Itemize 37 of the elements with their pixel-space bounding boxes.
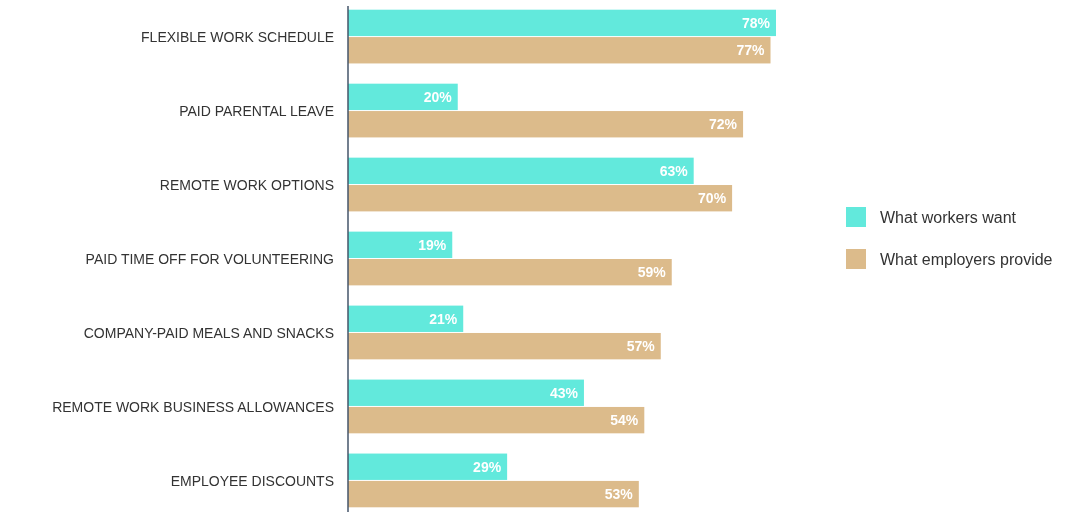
y-tick-label: EMPLOYEE DISCOUNTS: [170, 472, 334, 489]
bar: [348, 379, 584, 406]
bar: [348, 406, 645, 434]
y-tick-label: PAID TIME OFF FOR VOLUNTEERING: [85, 250, 334, 267]
data-label: 20%: [423, 88, 453, 105]
bar: [348, 453, 508, 480]
data-label: 72%: [709, 116, 738, 133]
y-tick-label: FLEXIBLE WORK SCHEDULE: [141, 28, 334, 45]
bar: [348, 111, 744, 138]
y-tick-label: PAID PARENTAL LEAVE: [179, 102, 334, 119]
bar: [348, 259, 672, 286]
bar: [348, 305, 464, 332]
y-tick-label: COMPANY-PAID MEALS AND SNACKS: [83, 324, 334, 341]
bar: [348, 83, 458, 111]
bar: [348, 332, 661, 360]
data-label: 63%: [659, 162, 689, 179]
y-tick-label: REMOTE WORK OPTIONS: [159, 176, 334, 193]
data-label: 54%: [610, 412, 639, 429]
data-label: 77%: [736, 42, 766, 59]
data-label: 59%: [637, 264, 667, 281]
bar: [348, 37, 771, 64]
data-label: 78%: [741, 14, 771, 31]
y-tick-label: REMOTE WORK BUSINESS ALLOWANCES: [52, 398, 334, 415]
legend-label: What workers want: [880, 208, 1017, 226]
data-label: 70%: [698, 190, 727, 207]
legend-label: What employers provide: [880, 250, 1053, 268]
bar: [348, 231, 453, 258]
data-label: 57%: [626, 338, 656, 355]
data-label: 43%: [549, 384, 579, 401]
data-label: 29%: [473, 458, 502, 475]
data-label: 53%: [604, 486, 634, 503]
bar: [348, 157, 694, 185]
bar: [348, 9, 776, 37]
bar: [348, 185, 733, 212]
data-label: 19%: [418, 236, 447, 253]
bar: [348, 480, 639, 508]
data-label: 21%: [429, 310, 458, 327]
